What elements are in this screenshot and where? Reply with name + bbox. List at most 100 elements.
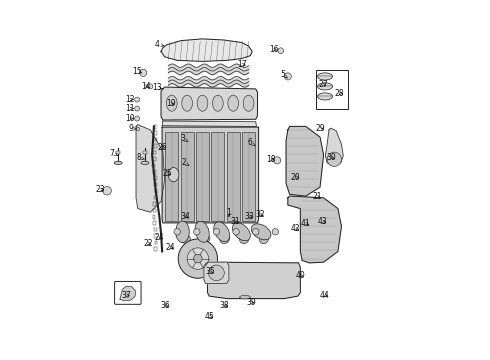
Bar — [154, 176, 156, 180]
Circle shape — [178, 239, 218, 278]
Text: 29: 29 — [316, 125, 325, 134]
Text: 15: 15 — [132, 67, 142, 76]
Text: 35: 35 — [205, 267, 215, 276]
Text: 20: 20 — [291, 173, 300, 182]
Ellipse shape — [240, 234, 249, 244]
Circle shape — [135, 106, 140, 111]
Ellipse shape — [180, 234, 190, 243]
Circle shape — [135, 97, 140, 102]
Text: 34: 34 — [180, 212, 190, 221]
Ellipse shape — [174, 229, 180, 235]
Text: 7: 7 — [110, 149, 118, 158]
Text: 11: 11 — [125, 104, 135, 113]
Circle shape — [209, 265, 224, 281]
Ellipse shape — [167, 95, 177, 111]
Bar — [211, 132, 224, 221]
Ellipse shape — [114, 161, 122, 165]
Ellipse shape — [251, 224, 271, 240]
Circle shape — [273, 157, 281, 164]
Text: 12: 12 — [125, 95, 135, 104]
Text: 39: 39 — [246, 298, 256, 307]
Ellipse shape — [318, 83, 333, 90]
Bar — [143, 151, 147, 154]
Text: 17: 17 — [237, 60, 247, 69]
Ellipse shape — [240, 296, 250, 299]
Ellipse shape — [213, 229, 220, 235]
Text: 37: 37 — [121, 291, 131, 300]
Text: 26: 26 — [157, 143, 167, 152]
Bar — [154, 247, 157, 251]
Bar — [154, 183, 157, 186]
Ellipse shape — [220, 234, 229, 244]
Text: 6: 6 — [248, 138, 256, 147]
Text: 38: 38 — [220, 301, 229, 310]
Bar — [155, 189, 157, 193]
Text: 28: 28 — [335, 89, 344, 98]
Text: 1: 1 — [226, 208, 231, 217]
Bar — [153, 221, 156, 225]
Bar — [154, 131, 157, 135]
Polygon shape — [204, 262, 229, 284]
Ellipse shape — [197, 95, 208, 111]
Ellipse shape — [318, 73, 333, 80]
Text: 43: 43 — [318, 217, 327, 226]
Circle shape — [148, 84, 153, 89]
Circle shape — [136, 127, 140, 131]
Circle shape — [284, 73, 292, 80]
Ellipse shape — [213, 95, 223, 111]
Polygon shape — [120, 287, 136, 301]
Bar — [153, 202, 156, 206]
Ellipse shape — [318, 93, 333, 100]
Text: 32: 32 — [255, 210, 265, 219]
Bar — [155, 138, 157, 141]
Ellipse shape — [232, 223, 250, 241]
FancyBboxPatch shape — [317, 70, 348, 109]
Ellipse shape — [176, 221, 189, 243]
Circle shape — [194, 254, 202, 263]
Circle shape — [278, 48, 284, 54]
Ellipse shape — [182, 95, 193, 111]
Bar — [154, 228, 157, 231]
Text: 2: 2 — [181, 158, 189, 167]
Text: 36: 36 — [160, 301, 170, 310]
Text: 25: 25 — [162, 169, 172, 178]
Text: 21: 21 — [313, 192, 322, 201]
Text: 9: 9 — [129, 125, 137, 134]
Circle shape — [327, 152, 342, 166]
Bar — [181, 132, 194, 221]
Bar — [153, 170, 156, 174]
Ellipse shape — [214, 222, 230, 242]
Text: 23: 23 — [96, 185, 105, 194]
Bar — [196, 132, 209, 221]
Text: 33: 33 — [245, 212, 254, 221]
Circle shape — [135, 116, 140, 121]
Text: 45: 45 — [204, 312, 214, 321]
Text: 18: 18 — [267, 155, 276, 164]
Text: 24: 24 — [154, 233, 164, 242]
Ellipse shape — [272, 229, 279, 235]
Polygon shape — [162, 127, 259, 223]
Polygon shape — [207, 262, 300, 298]
Text: 31: 31 — [230, 217, 240, 226]
Text: 41: 41 — [301, 219, 311, 228]
Circle shape — [140, 69, 147, 76]
Bar — [153, 151, 156, 154]
Polygon shape — [136, 125, 165, 212]
Bar — [154, 144, 157, 148]
Text: 3: 3 — [180, 134, 188, 143]
Bar — [154, 241, 157, 244]
Text: 27: 27 — [318, 80, 328, 89]
Ellipse shape — [228, 95, 239, 111]
Text: 10: 10 — [125, 114, 135, 123]
Ellipse shape — [243, 95, 254, 111]
Bar — [153, 157, 156, 161]
Text: 16: 16 — [270, 45, 279, 54]
Polygon shape — [288, 196, 342, 263]
Polygon shape — [325, 128, 343, 166]
Polygon shape — [161, 39, 252, 62]
Bar — [227, 132, 240, 221]
Bar — [152, 215, 155, 219]
Ellipse shape — [200, 234, 210, 243]
Text: 44: 44 — [319, 291, 329, 300]
Text: 13: 13 — [153, 83, 162, 92]
